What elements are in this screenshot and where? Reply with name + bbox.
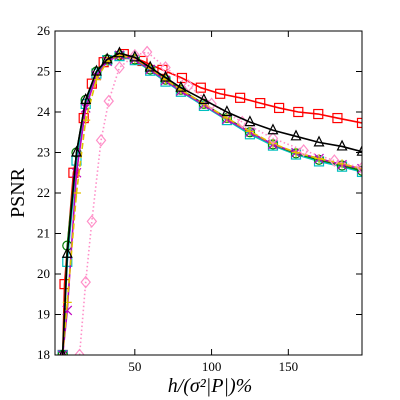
marker: [61, 246, 73, 258]
marker: [255, 97, 266, 109]
marker: [103, 94, 115, 108]
x-tick-label: 150: [279, 359, 299, 374]
marker: [221, 105, 233, 117]
marker: [291, 148, 301, 157]
marker: [336, 139, 348, 151]
y-tick-label: 20: [37, 266, 50, 281]
marker: [314, 154, 324, 164]
marker: [71, 145, 82, 157]
marker: [293, 106, 304, 118]
marker: [290, 129, 302, 141]
marker: [80, 275, 91, 289]
marker: [215, 88, 226, 99]
marker: [102, 56, 112, 66]
marker: [101, 52, 113, 64]
marker: [244, 115, 256, 127]
y-tick-label: 25: [37, 64, 50, 79]
marker: [195, 82, 206, 93]
marker: [198, 93, 210, 104]
y-tick-label: 22: [37, 185, 50, 200]
marker: [95, 133, 107, 147]
x-tick-label: 50: [128, 359, 141, 374]
marker: [356, 165, 362, 176]
y-tick-label: 26: [37, 23, 51, 38]
x-axis-label: h/(σ²|P|)%: [168, 375, 253, 397]
marker: [90, 64, 102, 76]
y-tick-label: 24: [37, 104, 51, 119]
x-tick-label: 100: [202, 359, 222, 374]
marker: [141, 45, 153, 59]
plot-frame: [54, 30, 363, 356]
y-tick-label: 18: [37, 347, 50, 362]
y-tick-label: 19: [37, 307, 50, 322]
marker: [356, 144, 362, 156]
marker: [313, 135, 325, 147]
plot: [57, 45, 362, 355]
marker: [329, 154, 340, 168]
marker: [267, 131, 279, 145]
marker: [245, 126, 255, 136]
y-tick-label: 23: [37, 145, 50, 160]
marker: [71, 167, 82, 178]
marker: [144, 60, 156, 72]
series-line: [61, 55, 362, 355]
marker: [267, 123, 279, 135]
y-axis-label: PSNR: [7, 167, 29, 218]
marker: [356, 117, 362, 129]
series-line: [78, 51, 362, 355]
marker: [235, 92, 246, 103]
marker: [74, 348, 85, 355]
marker: [160, 70, 171, 82]
marker: [113, 46, 125, 58]
marker: [298, 144, 309, 157]
marker: [114, 61, 125, 74]
marker: [357, 164, 362, 174]
marker: [313, 108, 324, 120]
marker: [274, 102, 285, 114]
marker: [86, 214, 98, 228]
marker: [80, 93, 92, 104]
marker: [59, 348, 67, 355]
marker: [356, 161, 362, 175]
y-tick-label: 21: [37, 226, 50, 241]
series-line: [61, 52, 362, 355]
marker: [175, 80, 187, 92]
marker: [332, 112, 343, 124]
marker: [176, 72, 188, 84]
marker: [129, 50, 141, 62]
marker: [57, 350, 68, 355]
